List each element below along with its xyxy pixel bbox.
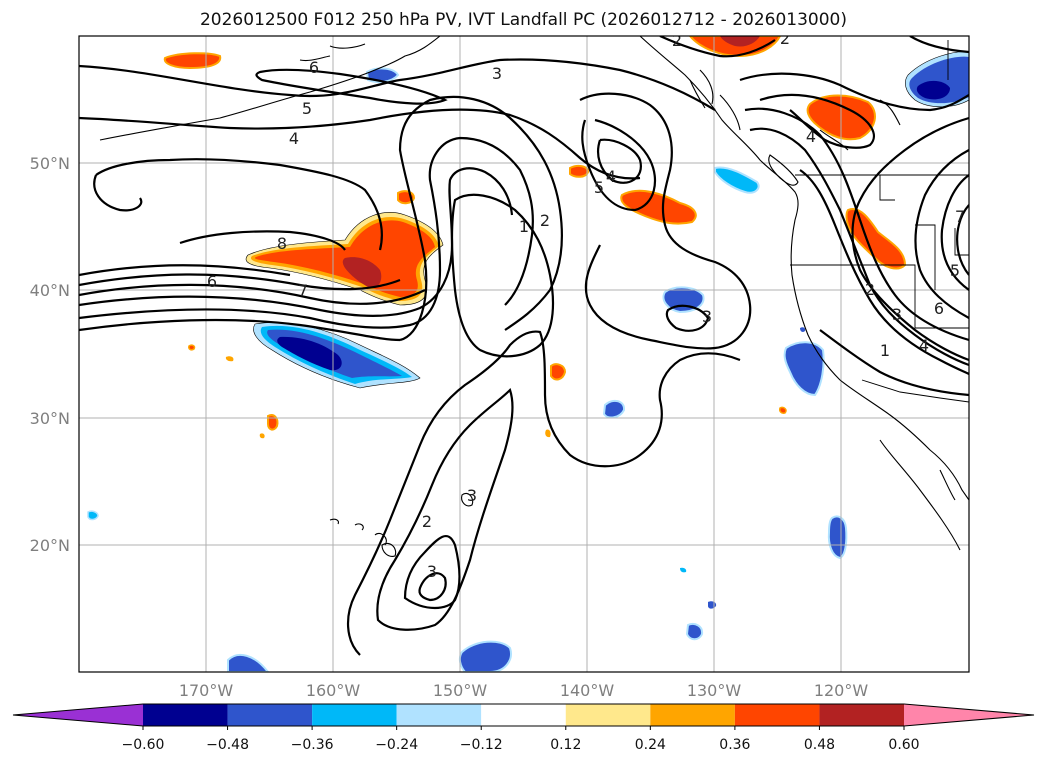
contour-label: 3 — [702, 307, 712, 326]
contour-label: 2 — [422, 512, 432, 531]
colorbar: −0.60 −0.48 −0.36 −0.24 −0.12 0.12 0.24 0.36 0.4… — [12, 703, 1035, 753]
colorbar-extend-max — [904, 704, 1034, 726]
lon-label: 150°W — [433, 681, 488, 700]
lon-label: 170°W — [179, 681, 234, 700]
lon-label: 120°W — [814, 681, 869, 700]
lon-label: 130°W — [687, 681, 742, 700]
lon-label: 140°W — [560, 681, 615, 700]
colorbar-tick-label: 0.24 — [635, 737, 666, 753]
contour-label: 2 — [540, 211, 550, 230]
contour-label: 1 — [519, 217, 529, 236]
map-content: 6 7 8 6 5 4 3 2 1 2 4 5 3 3 2 3 2 4 2 3 … — [79, 29, 969, 672]
lat-label: 30°N — [30, 409, 70, 428]
contour-label: 5 — [302, 99, 312, 118]
contour-label: 4 — [919, 336, 929, 355]
contour-label: 1 — [880, 341, 890, 360]
colorbar-segment — [734, 704, 820, 726]
contour-label: 6 — [207, 272, 217, 291]
lon-label: 160°W — [306, 681, 361, 700]
contour-label: 4 — [606, 167, 616, 186]
colorbar-segment — [650, 704, 735, 726]
latitude-labels: 50°N 40°N 30°N 20°N — [30, 154, 70, 555]
shading-layer — [87, 36, 969, 672]
colorbar-segment — [227, 704, 313, 726]
longitude-labels: 170°W 160°W 150°W 140°W 130°W 120°W — [179, 681, 869, 700]
contour-label: 7 — [298, 281, 308, 300]
colorbar-segment — [396, 704, 482, 726]
colorbar-segment — [565, 704, 651, 726]
contour-label: 5 — [594, 178, 604, 197]
contour-label: 3 — [892, 305, 902, 324]
colorbar-extend-min — [13, 704, 143, 726]
lat-label: 40°N — [30, 281, 70, 300]
contour-label: 4 — [806, 127, 816, 146]
pv-contours — [79, 36, 969, 656]
contour-labels: 6 7 8 6 5 4 3 2 1 2 4 5 3 3 2 3 2 4 2 3 … — [207, 29, 965, 581]
colorbar-tick-label: −0.36 — [291, 737, 334, 753]
colorbar-tick-label: −0.48 — [206, 737, 249, 753]
colorbar-segment — [819, 704, 904, 726]
contour-label: 6 — [934, 299, 944, 318]
contour-label: 4 — [289, 129, 299, 148]
contour-label: 2 — [672, 31, 682, 50]
colorbar-tick-label: −0.24 — [375, 737, 418, 753]
contour-label: 6 — [309, 58, 319, 77]
contour-label: 2 — [780, 29, 790, 48]
map-frame — [78, 35, 970, 673]
colorbar-segment — [312, 704, 397, 726]
lat-label: 50°N — [30, 154, 70, 173]
colorbar-tick-label: 0.36 — [719, 737, 750, 753]
colorbar-tick-label: 0.60 — [888, 737, 919, 753]
colorbar-segment — [481, 704, 566, 726]
colorbar-tick-label: −0.12 — [460, 737, 503, 753]
graticule — [79, 36, 969, 672]
contour-label: 5 — [950, 261, 960, 280]
contour-label: 7 — [955, 207, 965, 226]
lat-label: 20°N — [30, 536, 70, 555]
colorbar-tick-label: 0.12 — [550, 737, 581, 753]
contour-label: 2 — [865, 280, 875, 299]
colorbar-segment — [143, 704, 228, 726]
map-title: 2026012500 F012 250 hPa PV, IVT Landfall… — [199, 10, 847, 30]
colorbar-tick-label: 0.48 — [804, 737, 835, 753]
contour-label: 8 — [277, 234, 287, 253]
contour-label: 3 — [467, 486, 477, 505]
contour-label: 3 — [427, 562, 437, 581]
colorbar-tick-label: −0.60 — [122, 737, 165, 753]
contour-label: 3 — [492, 64, 502, 83]
